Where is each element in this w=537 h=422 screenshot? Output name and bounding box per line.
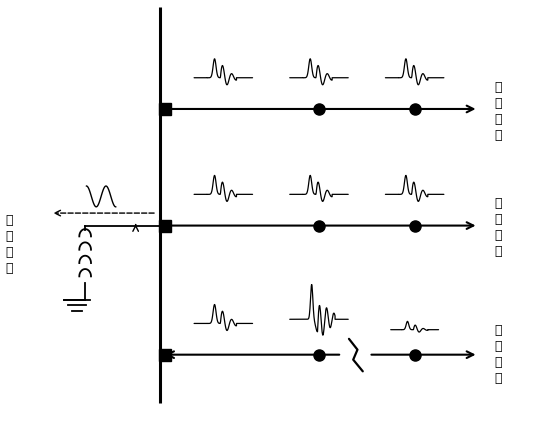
Text: 健
全
线
路: 健 全 线 路 — [495, 81, 502, 141]
Text: 故
障
线
路: 故 障 线 路 — [495, 324, 502, 385]
Text: 消
弧
线
圈: 消 弧 线 圈 — [5, 214, 13, 275]
Text: 健
全
线
路: 健 全 线 路 — [495, 197, 502, 258]
